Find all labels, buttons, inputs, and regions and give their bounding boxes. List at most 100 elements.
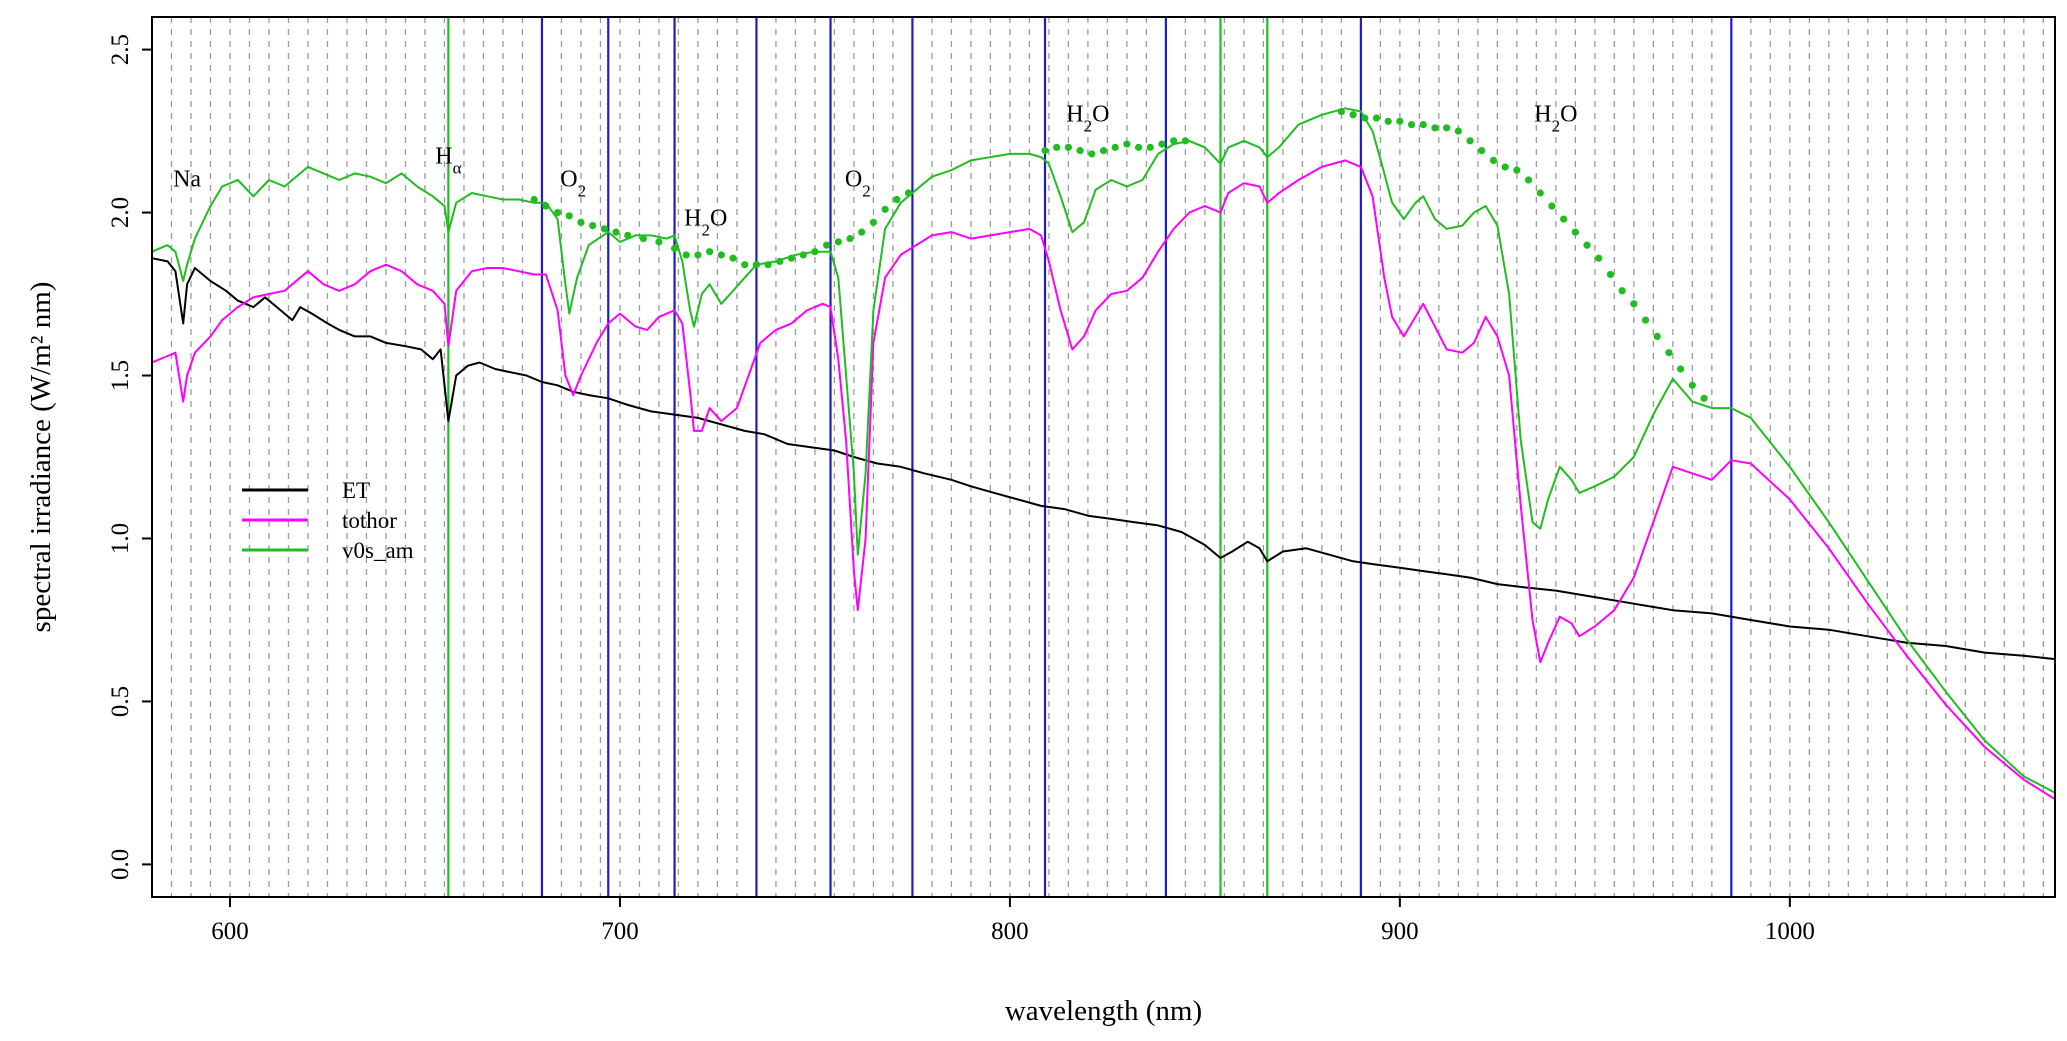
dotted-series-point <box>717 251 725 259</box>
spectral-line-annotation: H2O <box>1534 101 1577 135</box>
dotted-series-point <box>1396 117 1404 125</box>
dotted-series-point <box>811 248 819 256</box>
dotted-series-point <box>1536 189 1544 197</box>
dotted-series-point <box>729 254 737 262</box>
dotted-series-point <box>1099 147 1108 155</box>
dotted-series-point <box>706 248 714 256</box>
y-tick-label: 1.5 <box>107 360 134 391</box>
dotted-series-point <box>1431 124 1439 132</box>
x-tick-label: 800 <box>991 918 1029 945</box>
dotted-series-point <box>542 202 550 210</box>
dotted-series-point <box>1361 114 1369 122</box>
dotted-series-point <box>1134 143 1143 151</box>
dotted-series-point <box>1419 120 1427 129</box>
dotted-series-point <box>1489 156 1498 165</box>
dotted-series-point <box>612 228 620 236</box>
plot-frame <box>151 16 2056 898</box>
legend-label: ET <box>342 478 370 503</box>
x-axis-title: wavelength (nm) <box>1005 995 1202 1027</box>
dotted-series-point <box>1123 140 1131 148</box>
dotted-series-point <box>1501 163 1509 171</box>
spectral-line-annotation: Hα <box>435 144 461 178</box>
dotted-series-point <box>1524 176 1533 184</box>
dotted-series-point <box>1053 143 1061 151</box>
series-line-tothor <box>151 159 2056 801</box>
dotted-series-point <box>823 241 831 249</box>
dotted-series-point <box>799 251 807 259</box>
dotted-series-point <box>1337 107 1345 116</box>
dotted-series-point <box>1111 143 1119 151</box>
axis-layer: 600 700 800 900 1000 0.0 0.5 1.0 1.5 2.0 2.5 <box>107 34 1815 945</box>
y-tick-label: 0.0 <box>107 849 134 880</box>
spectral-line-annotation: O2 <box>845 166 871 200</box>
dotted-series-point <box>741 261 749 269</box>
dotted-series-point <box>1571 228 1579 236</box>
dotted-series-point <box>1076 147 1084 155</box>
series-line-ET <box>151 257 2056 661</box>
dotted-series-point <box>1372 114 1381 122</box>
dotted-series-point <box>1443 124 1451 132</box>
dotted-series-point <box>1677 365 1685 373</box>
dotted-series-point <box>764 261 772 269</box>
x-tick-label: 900 <box>1381 918 1419 945</box>
grid-layer <box>170 17 2044 897</box>
spectral-line-annotation: H2O <box>1066 101 1109 135</box>
dotted-series-point <box>530 195 538 204</box>
dotted-series-point <box>1583 241 1591 249</box>
dotted-series-point <box>1548 202 1556 210</box>
dotted-series-point <box>1158 140 1166 148</box>
dotted-series-point <box>1595 254 1603 262</box>
dotted-series-point <box>1384 117 1392 125</box>
dotted-series-point <box>694 251 702 259</box>
y-tick-label: 2.5 <box>107 34 134 65</box>
dotted-series-point <box>600 225 608 233</box>
dotted-series-point <box>1181 137 1189 145</box>
dotted-series-point <box>893 195 901 204</box>
dotted-series-point <box>1653 332 1661 341</box>
spectral-line-annotation: H2O <box>684 206 727 240</box>
dotted-series-point <box>1688 381 1696 389</box>
dotted-series-point <box>1041 147 1049 155</box>
x-tick-label: 600 <box>211 918 249 945</box>
dotted-series-point <box>1349 111 1357 119</box>
legend: ET tothor v0s_am <box>242 478 414 563</box>
annotation-layer: Na Hα O2 H2O O2 H2O H2O <box>173 101 1577 239</box>
dotted-series-point <box>776 257 784 266</box>
x-tick-label: 700 <box>601 918 639 945</box>
dotted-series-point <box>553 208 562 217</box>
dotted-series-point <box>834 238 842 246</box>
dotted-series-point <box>565 212 573 220</box>
dotted-series-point <box>1454 127 1462 135</box>
dotted-series-point <box>1407 120 1416 129</box>
dotted-series-point <box>639 235 647 243</box>
spectral-line-annotation: Na <box>173 166 201 192</box>
y-tick-label: 0.5 <box>107 686 134 717</box>
dotted-series-point <box>1146 143 1154 151</box>
dotted-series-point <box>1665 349 1673 357</box>
dotted-series-point <box>1560 215 1568 223</box>
dotted-series-point <box>1641 316 1650 324</box>
dotted-series-point <box>787 254 796 262</box>
dotted-series-point <box>858 228 866 236</box>
dotted-series-point <box>577 218 585 226</box>
dotted-series-point <box>1170 137 1178 145</box>
dotted-series-point <box>869 218 878 226</box>
dotted-series-point <box>1088 150 1096 158</box>
spectral-line-annotation: O2 <box>560 166 586 200</box>
x-tick-label: 1000 <box>1765 918 1815 945</box>
dotted-series-point <box>1466 137 1474 145</box>
legend-label: v0s_am <box>342 538 414 563</box>
dotted-series-point <box>881 205 889 213</box>
dotted-series-point <box>1630 300 1638 308</box>
legend-label: tothor <box>342 508 397 533</box>
dotted-series-point <box>1606 270 1615 279</box>
y-tick-label: 2.0 <box>107 197 134 228</box>
dotted-series-point <box>1700 394 1708 402</box>
vertical-marker-layer <box>447 17 1733 897</box>
dotted-series-point <box>589 221 597 230</box>
dotted-series-point <box>846 235 854 243</box>
series-line-v0s_am <box>151 107 2056 794</box>
y-axis-title: spectral irradiance (W/m² nm) <box>25 282 57 633</box>
